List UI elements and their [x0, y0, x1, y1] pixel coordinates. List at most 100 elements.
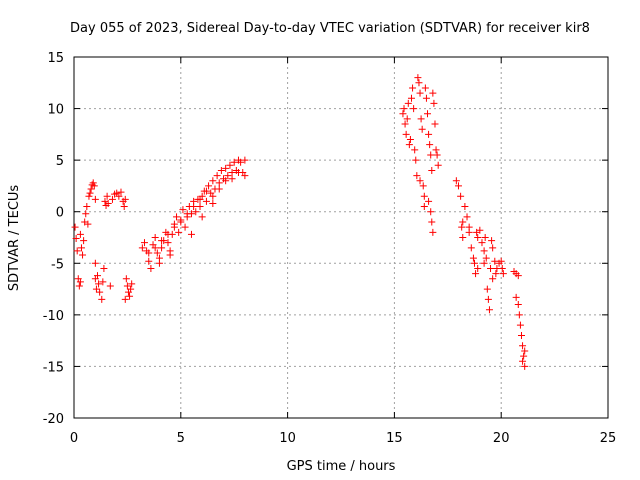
- data-point: [82, 210, 90, 218]
- data-point: [215, 185, 223, 193]
- data-point: [77, 244, 85, 252]
- data-point: [413, 172, 421, 180]
- data-point: [515, 311, 523, 319]
- data-point: [463, 213, 471, 221]
- data-point: [151, 234, 159, 241]
- data-point: [122, 275, 130, 283]
- data-point: [155, 259, 163, 267]
- data-point: [476, 226, 484, 234]
- data-point: [499, 270, 507, 278]
- y-tick-label: 15: [47, 51, 64, 66]
- data-point: [428, 218, 436, 226]
- data-point: [103, 192, 111, 200]
- data-point: [514, 272, 522, 280]
- data-point: [100, 264, 108, 272]
- data-point: [424, 110, 432, 118]
- data-point: [158, 244, 166, 252]
- y-tick-label: 0: [56, 206, 64, 221]
- data-point: [175, 228, 183, 236]
- data-point: [483, 285, 491, 293]
- data-point: [427, 151, 435, 159]
- plot-frame: [73, 56, 609, 419]
- data-point: [237, 158, 245, 166]
- data-point: [75, 282, 83, 290]
- data-point: [196, 203, 204, 211]
- data-point: [420, 203, 428, 211]
- data-point: [83, 203, 91, 211]
- data-point: [95, 280, 103, 288]
- data-point: [415, 79, 423, 87]
- data-point: [228, 169, 236, 177]
- data-point: [454, 182, 462, 190]
- data-point: [164, 239, 172, 247]
- data-point: [181, 223, 189, 231]
- data-point: [458, 223, 466, 231]
- data-point: [84, 220, 92, 228]
- data-point: [459, 234, 467, 241]
- data-point: [121, 295, 129, 303]
- data-point: [230, 158, 238, 166]
- y-tick-label: -15: [43, 360, 64, 375]
- data-points: [71, 74, 529, 370]
- data-point: [407, 94, 415, 102]
- data-point: [98, 295, 106, 303]
- data-point: [487, 264, 495, 272]
- data-point: [428, 166, 436, 174]
- data-point: [190, 203, 198, 211]
- data-point: [71, 223, 79, 231]
- data-point: [76, 278, 84, 286]
- y-axis-label: SDTVAR / TECUs: [7, 185, 22, 292]
- data-point: [434, 161, 442, 169]
- data-point: [205, 182, 213, 190]
- data-point: [85, 192, 93, 200]
- data-point: [215, 179, 223, 187]
- data-point: [173, 213, 181, 221]
- data-point: [467, 244, 475, 252]
- data-point: [405, 141, 413, 149]
- x-axis-label: GPS time / hours: [287, 459, 396, 474]
- data-point: [92, 285, 100, 293]
- data-point: [497, 257, 505, 265]
- data-point: [404, 99, 412, 107]
- data-point: [177, 218, 185, 226]
- data-point: [73, 247, 81, 255]
- data-point: [104, 199, 112, 207]
- x-tick-labels: 0 5 10 15 20 25: [70, 431, 616, 446]
- data-point: [87, 185, 95, 193]
- data-point: [128, 280, 136, 288]
- data-point: [86, 189, 94, 197]
- data-point: [426, 141, 434, 149]
- data-point: [478, 239, 486, 247]
- data-point: [521, 362, 529, 370]
- data-point: [170, 223, 178, 231]
- y-tick-label: -20: [43, 412, 64, 427]
- data-point: [90, 182, 98, 190]
- data-point: [425, 130, 433, 138]
- data-point: [421, 84, 429, 92]
- data-point: [519, 342, 527, 350]
- data-point: [469, 254, 477, 262]
- data-point: [89, 179, 97, 187]
- data-point: [471, 259, 478, 267]
- data-point: [433, 151, 441, 159]
- x-tick-label: 25: [600, 431, 617, 446]
- data-point: [498, 264, 506, 272]
- data-point: [222, 164, 230, 172]
- data-point: [217, 166, 225, 174]
- data-point: [422, 94, 430, 102]
- data-point: [412, 156, 420, 164]
- data-point: [457, 192, 465, 200]
- data-point: [224, 172, 232, 180]
- data-point: [202, 197, 210, 205]
- data-point: [514, 301, 522, 309]
- x-tick-label: 20: [493, 431, 510, 446]
- data-point: [166, 251, 174, 259]
- y-tick-label: -10: [43, 309, 64, 324]
- data-point: [183, 210, 191, 218]
- data-point: [488, 237, 496, 245]
- data-point: [429, 89, 437, 97]
- data-point: [472, 270, 480, 278]
- data-point: [72, 235, 80, 243]
- data-point: [96, 288, 104, 296]
